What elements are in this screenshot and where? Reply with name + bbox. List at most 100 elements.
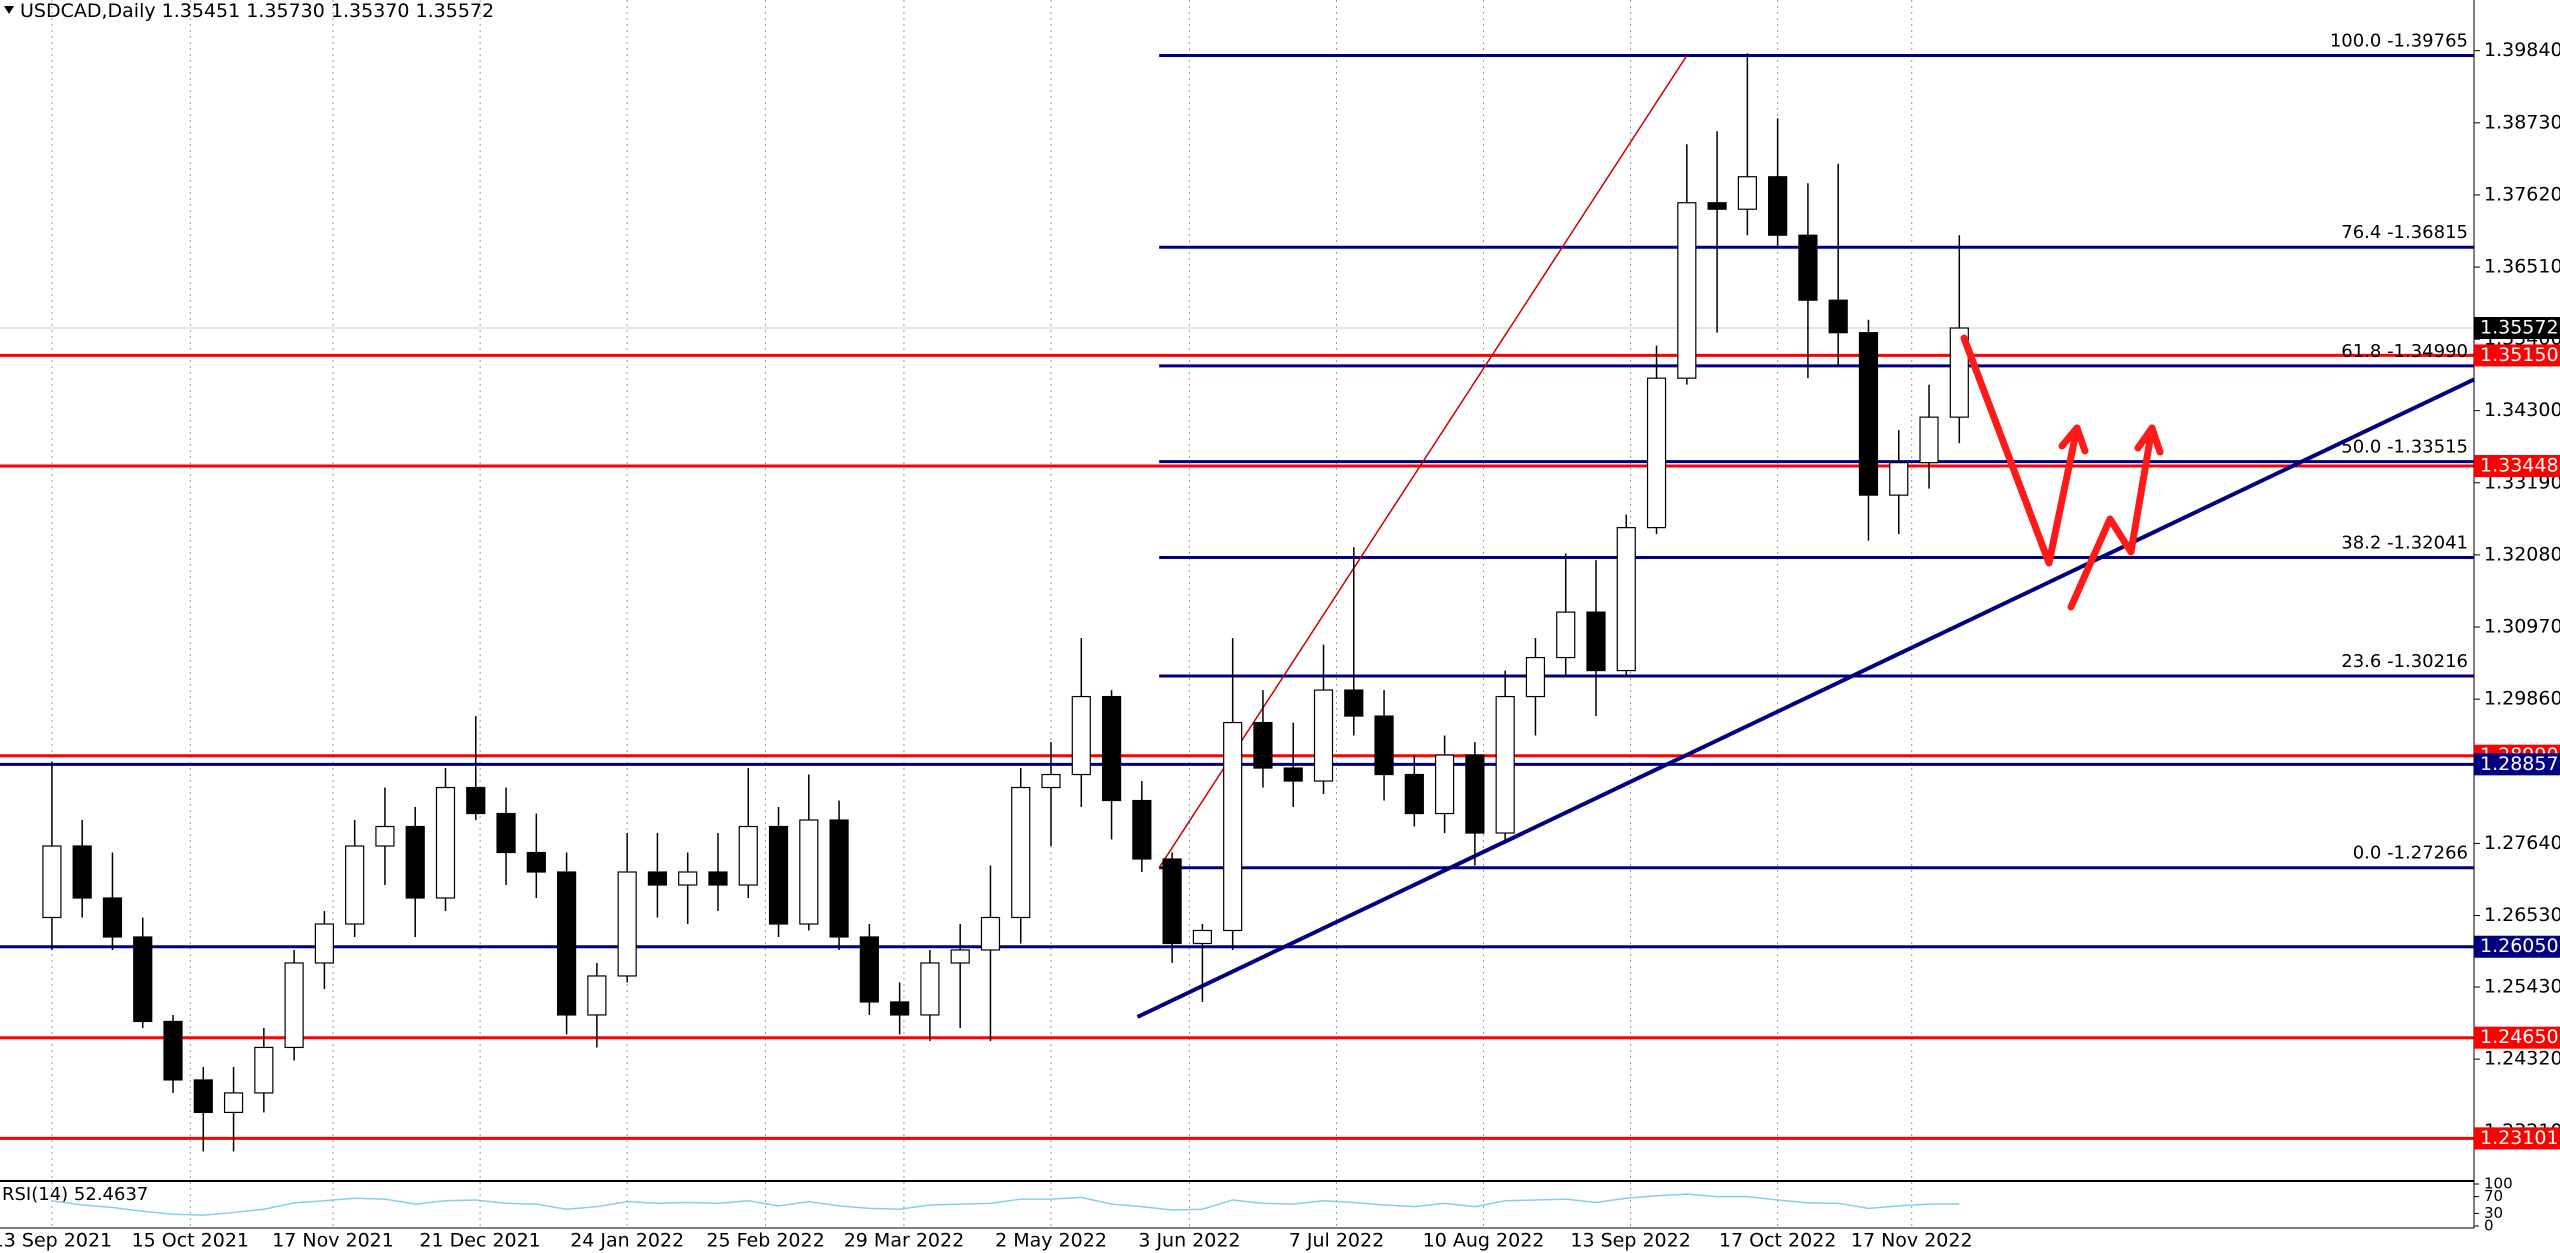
candle-body (1616, 527, 1636, 672)
candle-body (1889, 462, 1909, 496)
close-price: 1.35572 (416, 0, 495, 22)
candle-body (1435, 754, 1455, 815)
candle-body (254, 1046, 274, 1094)
trendlines (1136, 55, 2475, 1019)
y-tick-label: 1.25430 (2484, 976, 2560, 998)
price-tag-box (2474, 455, 2560, 478)
high-price: 1.35730 (246, 0, 325, 22)
price-tag-label: 1.26050 (2480, 935, 2559, 957)
chart-header: USDCAD,Daily 1.35451 1.35730 1.35370 1.3… (20, 0, 494, 22)
x-tick-label: 24 Jan 2022 (570, 1230, 684, 1252)
y-tick-label: 1.34300 (2484, 399, 2560, 421)
candle-body (1949, 327, 1969, 418)
y-tick-label: 1.24320 (2484, 1048, 2560, 1070)
candle-body (435, 786, 456, 899)
arrow-zigzag (2067, 424, 2156, 611)
open-price: 1.35451 (162, 0, 241, 22)
x-tick-label: 17 Oct 2022 (1719, 1230, 1836, 1252)
candle-body (647, 871, 668, 886)
candle-body (1011, 786, 1031, 919)
fib-label: 23.6 -1.30216 (2341, 651, 2468, 672)
candle-body (1041, 773, 1061, 789)
rsi-tick-label: 100 (2484, 1175, 2513, 1193)
x-tick-label: 3 Jun 2022 (1138, 1230, 1240, 1252)
price-tag-label: 1.35150 (2480, 344, 2559, 366)
candle-body (496, 812, 516, 854)
price-tag-box (2474, 1026, 2560, 1049)
candle-body (678, 871, 698, 886)
x-tick-label: 29 Mar 2022 (844, 1230, 964, 1252)
arrow-down-up (1960, 334, 2081, 567)
candle-body (1798, 234, 1818, 301)
y-tick-label: 1.30970 (2484, 616, 2560, 638)
candle-body (859, 936, 879, 1003)
level-tag: 1.26050 (2474, 935, 2560, 958)
candle-body (375, 825, 395, 847)
rsi-tick-label: 0 (2484, 1217, 2494, 1235)
candle-body (1858, 332, 1879, 496)
candle-body (829, 819, 849, 938)
low-price: 1.35370 (331, 0, 410, 22)
y-tick-label: 1.26530 (2484, 904, 2560, 926)
price-tag-box (2474, 753, 2560, 776)
fib-label: 76.4 -1.36815 (2341, 222, 2468, 243)
y-tick-label: 1.27640 (2484, 832, 2560, 854)
candle-body (42, 845, 62, 919)
price-tag-box (2474, 344, 2560, 367)
x-tick-label: 13 Sep 2022 (1570, 1230, 1690, 1252)
candle-body (1586, 611, 1606, 672)
candle-body (345, 845, 365, 925)
price-tag-label: 1.23101 (2480, 1127, 2559, 1149)
price-tag-label: 1.33448 (2480, 455, 2559, 477)
candle-body (1737, 176, 1757, 210)
candle-body (1253, 721, 1273, 769)
candle-body (133, 936, 153, 1023)
price-tag-label: 1.35572 (2480, 317, 2559, 339)
candle-body (1707, 202, 1727, 210)
rsi-tick-label: 70 (2484, 1187, 2503, 1205)
candle-body (920, 962, 940, 1016)
candle-body (980, 916, 1001, 951)
y-tick-label: 1.36510 (2484, 256, 2560, 278)
candle-body (1919, 416, 1939, 464)
y-tick-label: 1.29860 (2484, 688, 2560, 710)
rsi-tick-label: 30 (2484, 1204, 2503, 1222)
candle-body (1525, 656, 1546, 698)
symbol: USDCAD,Daily (20, 0, 156, 22)
candle-body (587, 975, 607, 1016)
candle-body (1344, 689, 1364, 717)
candle-body (163, 1020, 183, 1081)
x-tick-label: 15 Oct 2021 (132, 1230, 249, 1252)
candle-body (1495, 695, 1515, 834)
fibonacci: 100.0 -1.39765 76.4 -1.36815 61.8 -1.34990… (1159, 31, 2474, 870)
y-tick-label: 1.38730 (2484, 111, 2560, 133)
x-tick-label: 13 Sep 2021 (0, 1230, 112, 1252)
candle-body (223, 1092, 244, 1114)
candle-body (1101, 695, 1122, 802)
candle-body (738, 825, 758, 886)
arrow-head (2058, 424, 2089, 455)
rsi-label: RSI(14) 52.4637 (2, 1184, 148, 1205)
level-tag: 1.24650 (2474, 1026, 2560, 1049)
price-tag-label: 1.28857 (2480, 753, 2559, 775)
x-tick-label: 10 Aug 2022 (1423, 1230, 1545, 1252)
x-tick-label: 17 Nov 2021 (272, 1230, 394, 1252)
fib-label: 38.2 -1.32041 (2341, 532, 2468, 553)
candle-body (1404, 773, 1424, 815)
candle-body (466, 786, 486, 815)
x-tick-label: 25 Feb 2022 (706, 1230, 824, 1252)
x-tick-label: 2 May 2022 (995, 1230, 1107, 1252)
menu-triangle[interactable] (4, 6, 14, 14)
candle-body (1283, 767, 1303, 782)
candle-body (799, 819, 819, 925)
candle-body (890, 1001, 910, 1016)
candle-body (1132, 799, 1152, 860)
candle-body (526, 851, 546, 873)
candle-body (1223, 721, 1243, 932)
candle-body (284, 962, 304, 1049)
y-tick-label: 1.32080 (2484, 543, 2560, 565)
projection-arrows (1960, 334, 2164, 611)
candle-body (102, 897, 123, 938)
